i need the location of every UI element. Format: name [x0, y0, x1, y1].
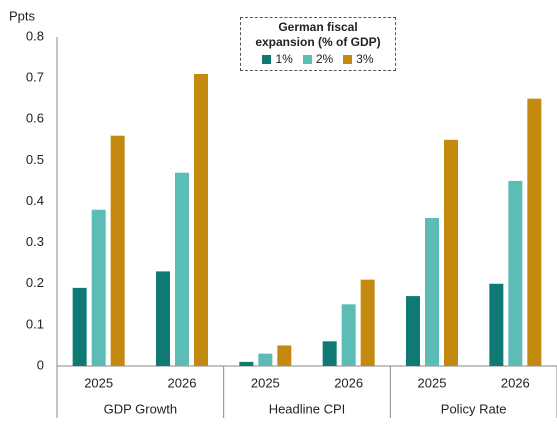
bar — [258, 353, 273, 366]
legend-swatch — [302, 54, 312, 64]
bar — [239, 361, 254, 366]
y-tick-label: 0 — [37, 357, 44, 372]
bar — [444, 139, 458, 366]
bar — [277, 345, 292, 366]
bar — [489, 283, 504, 366]
legend-items: 1% 2% 3% — [241, 52, 395, 66]
y-tick-label: 0.6 — [26, 111, 44, 126]
x-tick-label: 2026 — [168, 375, 197, 390]
y-tick-label: 0.4 — [26, 193, 44, 208]
x-tick-label: 2026 — [334, 375, 363, 390]
x-tick-label: 2025 — [251, 375, 280, 390]
bar — [527, 98, 542, 366]
legend-label: 1% — [275, 52, 293, 66]
bar — [425, 217, 439, 366]
legend-label: 2% — [315, 52, 334, 66]
bar — [156, 271, 170, 366]
y-axis-label: Ppts — [9, 8, 36, 23]
group-label: Headline CPI — [269, 401, 346, 416]
bar — [360, 279, 375, 366]
legend-title: German fiscal expansion (% of GDP) — [255, 20, 381, 49]
x-tick-label: 2026 — [501, 375, 530, 390]
y-tick-label: 0.2 — [26, 275, 44, 290]
y-tick-label: 0.1 — [26, 316, 44, 331]
y-tick-label: 0.5 — [26, 152, 44, 167]
x-tick-label: 2025 — [418, 375, 447, 390]
bar — [110, 135, 125, 366]
y-tick-label: 0.3 — [26, 234, 44, 249]
legend: German fiscal expansion (% of GDP) 1% 2% 3… — [240, 17, 396, 71]
bar — [91, 209, 106, 366]
legend-item: 2% — [302, 52, 334, 66]
legend-item: 3% — [343, 52, 374, 66]
group-label: Policy Rate — [441, 401, 507, 416]
legend-swatch — [343, 54, 353, 64]
x-tick-label: 2025 — [84, 375, 113, 390]
y-tick-label: 0.7 — [26, 70, 44, 85]
legend-swatch — [262, 54, 272, 64]
bar — [406, 296, 420, 366]
bar — [341, 304, 356, 366]
bar — [72, 287, 87, 366]
group-label: GDP Growth — [104, 401, 177, 416]
legend-item: 1% — [262, 52, 293, 66]
bar — [194, 74, 208, 366]
y-tick-label: 0.8 — [26, 28, 44, 43]
bar — [175, 172, 189, 366]
legend-label: 3% — [356, 52, 374, 66]
bar — [508, 180, 523, 366]
bar — [322, 341, 337, 366]
